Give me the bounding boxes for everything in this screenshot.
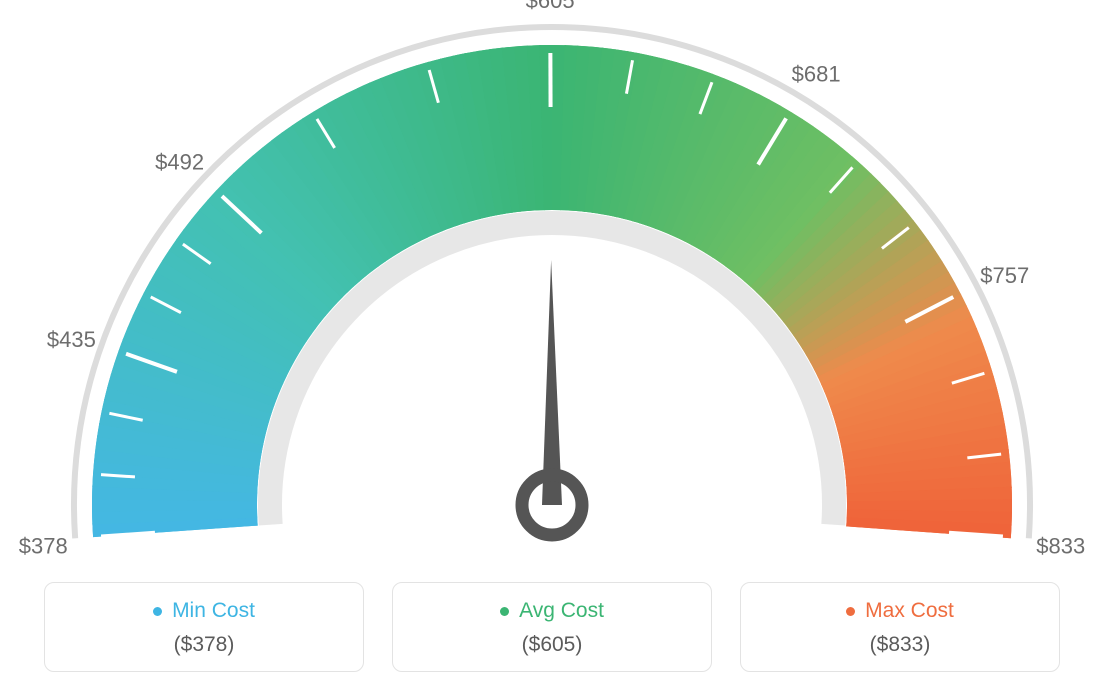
legend-avg-value: ($605): [393, 633, 711, 657]
legend-avg-title: Avg Cost: [500, 599, 604, 623]
legend-min-title: Min Cost: [153, 599, 255, 623]
gauge-svg: $378 $435 $492 $605 $681 $757 $833: [0, 0, 1104, 560]
legend-avg-label: Avg Cost: [519, 599, 604, 623]
svg-text:$833: $833: [1036, 533, 1085, 558]
legend-max-title: Max Cost: [846, 599, 954, 623]
svg-text:$757: $757: [980, 263, 1029, 288]
legend-row: Min Cost ($378) Avg Cost ($605) Max Cost…: [0, 582, 1104, 672]
svg-text:$492: $492: [155, 149, 204, 174]
dot-avg-icon: [500, 607, 509, 616]
dot-max-icon: [846, 607, 855, 616]
dot-min-icon: [153, 607, 162, 616]
legend-max-label: Max Cost: [865, 599, 954, 623]
svg-text:$378: $378: [19, 533, 68, 558]
legend-max-value: ($833): [741, 633, 1059, 657]
legend-avg: Avg Cost ($605): [392, 582, 712, 672]
legend-min-label: Min Cost: [172, 599, 255, 623]
svg-text:$435: $435: [47, 327, 96, 352]
legend-min: Min Cost ($378): [44, 582, 364, 672]
cost-gauge: $378 $435 $492 $605 $681 $757 $833: [0, 0, 1104, 560]
svg-text:$681: $681: [792, 62, 841, 87]
gauge-needle: [542, 260, 562, 505]
svg-text:$605: $605: [526, 0, 575, 13]
legend-max: Max Cost ($833): [740, 582, 1060, 672]
legend-min-value: ($378): [45, 633, 363, 657]
